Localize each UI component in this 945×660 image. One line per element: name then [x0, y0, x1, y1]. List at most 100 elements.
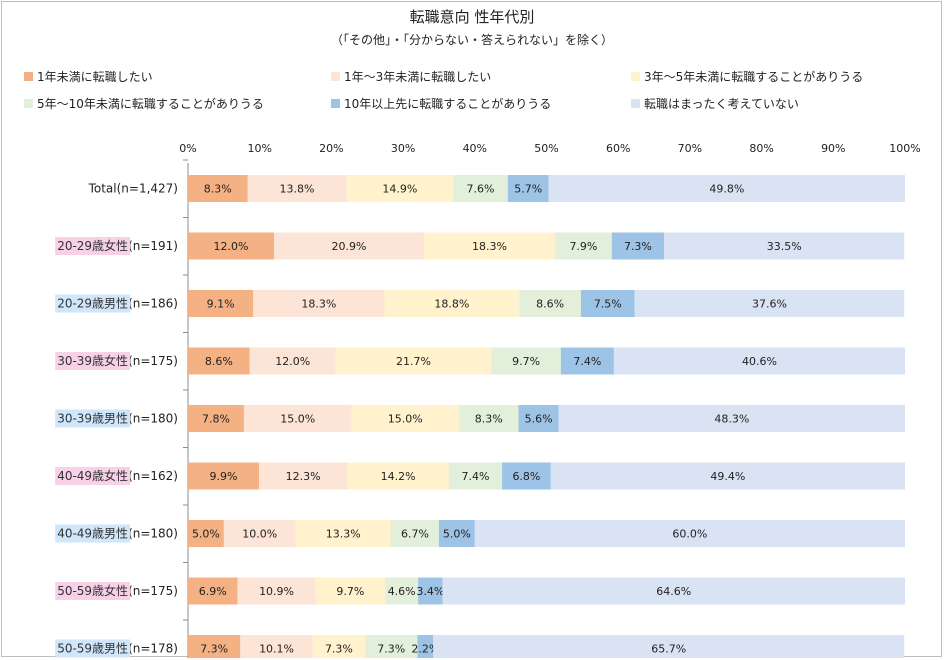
legend-swatch: [331, 99, 340, 108]
legend-swatch: [24, 99, 33, 108]
x-tick-label: 10%: [247, 142, 271, 155]
data-label: 20.9%: [331, 240, 366, 253]
category-n: (n=162): [128, 469, 178, 483]
data-label: 64.6%: [656, 585, 691, 598]
bar-segment: [188, 405, 244, 432]
bar-segment: [459, 405, 519, 432]
bar-segment: [548, 175, 905, 202]
bar-segment: [491, 347, 561, 375]
bar-segment: [385, 577, 419, 605]
category-label: 40-49歳女性: [57, 468, 128, 483]
data-label: 9.9%: [210, 470, 238, 483]
category-n: (n=178): [128, 642, 178, 656]
bar-segment: [258, 462, 348, 490]
data-label: 7.9%: [569, 240, 597, 253]
x-tick-label: 80%: [749, 142, 773, 155]
data-label: 7.3%: [624, 240, 652, 253]
data-label: 21.7%: [396, 355, 431, 368]
x-tick-label: 0%: [179, 142, 196, 155]
data-label: 12.3%: [286, 470, 321, 483]
data-label: 5.0%: [443, 528, 471, 541]
bar-segment: [315, 577, 386, 605]
bar-segment: [365, 635, 418, 658]
bar-segment: [188, 232, 275, 260]
data-label: 7.3%: [200, 643, 228, 656]
bar-segment: [384, 290, 520, 317]
bar-segment: [188, 347, 250, 375]
bar-segment: [664, 232, 905, 260]
bar-segment: [558, 405, 905, 432]
data-label: 5.6%: [525, 413, 553, 426]
bar-segment: [188, 520, 224, 547]
bar-segment: [295, 520, 391, 547]
category-label-highlight: [55, 524, 131, 543]
data-label: 18.3%: [301, 298, 336, 311]
data-label: 12.0%: [214, 240, 249, 253]
data-label: 37.6%: [752, 298, 787, 311]
data-label: 9.7%: [512, 355, 540, 368]
data-label: 14.9%: [382, 183, 417, 196]
x-tick-label: 30%: [391, 142, 415, 155]
category-n: (n=186): [128, 297, 178, 311]
data-label: 13.8%: [280, 183, 315, 196]
data-label: 7.4%: [462, 470, 490, 483]
x-tick-label: 90%: [821, 142, 845, 155]
bar-segment: [634, 290, 905, 317]
data-label: 2.2%: [411, 643, 439, 656]
chart-subtitle: （「その他」・「分からない・答えられない」を除く）: [331, 32, 613, 47]
bar-segment: [417, 635, 434, 658]
bar-segment: [335, 347, 492, 375]
data-label: 33.5%: [767, 240, 802, 253]
bar-segment: [253, 290, 385, 317]
data-label: 15.0%: [280, 413, 315, 426]
category-label: 50-59歳男性: [57, 642, 128, 656]
bar-segment: [243, 405, 352, 432]
data-label: 40.6%: [742, 355, 777, 368]
bar-segment: [223, 520, 296, 547]
data-label: 12.0%: [275, 355, 310, 368]
data-label: 8.3%: [204, 183, 232, 196]
bar-segment: [188, 577, 238, 605]
bar-segment: [274, 232, 424, 260]
bar-segment: [518, 405, 559, 432]
bar-segment: [347, 462, 449, 490]
x-tick-label: 100%: [889, 142, 920, 155]
legend-label: 1年未満に転職したい: [37, 70, 153, 84]
data-label: 7.3%: [325, 643, 353, 656]
bar-segment: [418, 577, 443, 605]
data-label: 14.2%: [381, 470, 416, 483]
bar-segment: [346, 175, 454, 202]
data-label: 10.9%: [259, 585, 294, 598]
category-label-highlight: [55, 352, 131, 370]
bars: 8.3% 13.8% 14.9% 7.6% 5.7% 49.8% 12.0% 20.9% 18.…: [188, 175, 905, 658]
data-label: 5.7%: [514, 183, 542, 196]
x-tick-label: 70%: [678, 142, 702, 155]
bar-segment: [555, 232, 612, 260]
data-label: 6.7%: [401, 528, 429, 541]
bar-segment: [580, 290, 635, 317]
data-label: 8.6%: [205, 355, 233, 368]
category-n: (n=191): [128, 239, 178, 253]
data-label: 7.6%: [467, 183, 495, 196]
category-label: 30-39歳男性: [57, 412, 128, 426]
bar-segment: [560, 347, 614, 375]
category-label-highlight: [55, 237, 131, 255]
category-n: (n=175): [128, 584, 178, 598]
data-label: 9.1%: [207, 298, 235, 311]
data-label: 7.8%: [202, 413, 230, 426]
data-label: 60.0%: [672, 528, 707, 541]
bar-segment: [390, 520, 439, 547]
bar-segment: [519, 290, 581, 317]
bar-segment: [351, 405, 460, 432]
bar-segment: [433, 635, 905, 658]
bar-segment: [448, 462, 503, 490]
x-tick-label: 40%: [463, 142, 487, 155]
category-label: 20-29歳女性: [57, 238, 128, 253]
data-label: 49.8%: [709, 183, 744, 196]
chart-title: 転職意向 性年代別: [410, 8, 535, 26]
category-label-highlight: [55, 467, 131, 485]
data-label: 65.7%: [651, 643, 686, 656]
category-label: 30-39歳女性: [57, 353, 128, 368]
